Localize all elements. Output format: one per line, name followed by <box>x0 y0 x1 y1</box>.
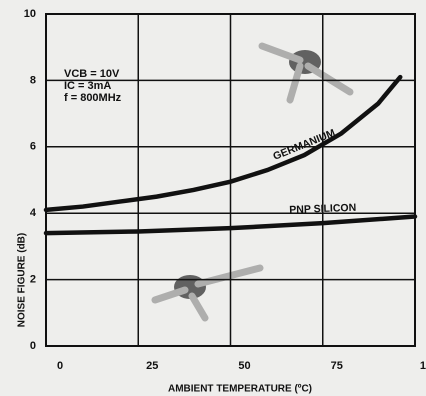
transistor-icon <box>258 42 354 104</box>
x-tick-label: 75 <box>331 360 343 372</box>
x-tick-label: 100 <box>420 360 426 372</box>
x-axis-label: AMBIENT TEMPERATURE (ºC) <box>168 384 312 395</box>
series-label: PNP SILICON <box>289 202 356 216</box>
y-axis-label: NOISE FIGURE (dB) <box>17 233 28 327</box>
y-tick-label: 10 <box>24 8 36 20</box>
x-tick-label: 25 <box>146 360 158 372</box>
line-series <box>43 74 403 213</box>
line-series <box>43 214 418 236</box>
annotation: f = 800MHz <box>64 92 122 104</box>
annotation: IC = 3mA <box>64 80 111 92</box>
x-tick-label: 0 <box>57 360 63 372</box>
x-tick-label: 50 <box>238 360 250 372</box>
y-tick-label: 8 <box>30 74 36 86</box>
y-tick-label: 4 <box>30 207 37 219</box>
transistor-icon <box>151 264 264 322</box>
annotation: VCB = 10V <box>64 68 120 80</box>
y-tick-label: 0 <box>30 340 36 352</box>
y-tick-label: 2 <box>30 274 36 286</box>
y-tick-label: 6 <box>30 141 36 153</box>
